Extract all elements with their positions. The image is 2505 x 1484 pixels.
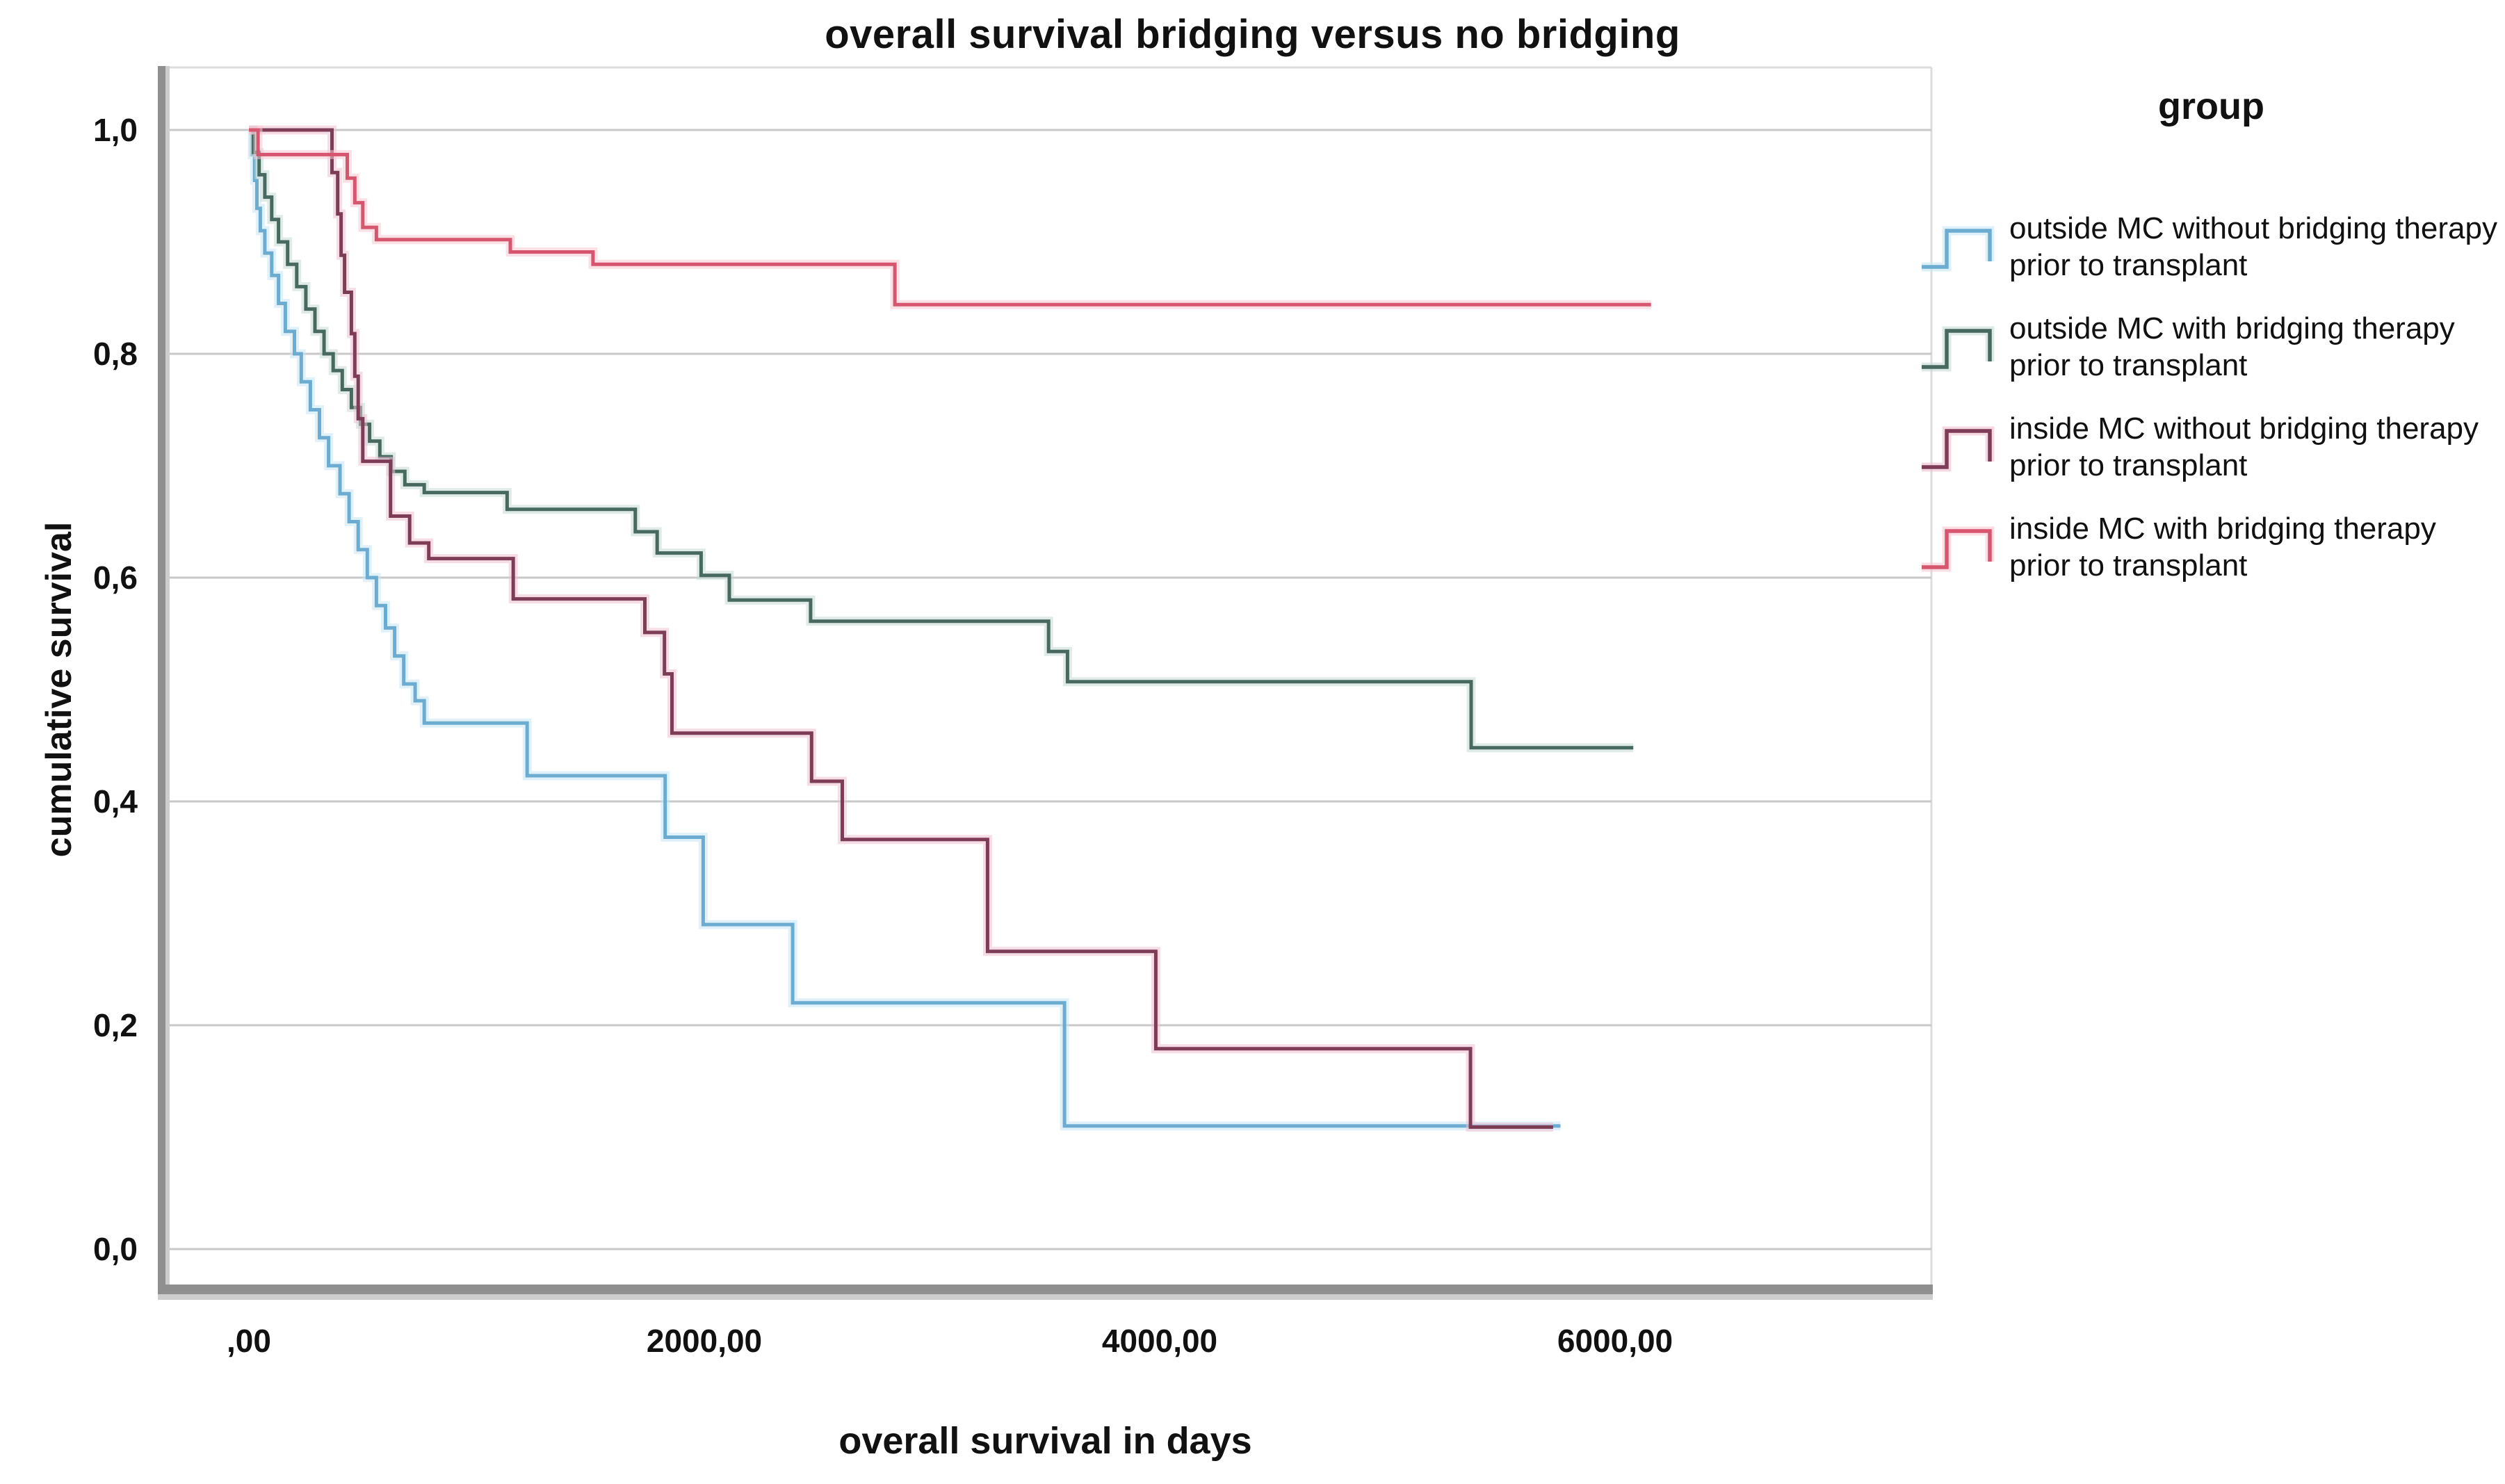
legend-swatch-icon [1922, 326, 1995, 372]
curve-halo-outside-mc-with-bridging [249, 125, 1634, 753]
curve-halo-inside-mc-with-bridging [249, 125, 1651, 309]
x-axis-title: overall survival in days [838, 1420, 1252, 1462]
x-axis-line [158, 1285, 1933, 1294]
curve-outside-mc-with-bridging [249, 125, 1634, 753]
curve-halo-inside-mc-without-bridging [249, 125, 1553, 1132]
y-tick-label-1: 0,8 [93, 336, 138, 372]
legend-item-label: inside MC without bridging therapy prior… [2009, 411, 2479, 482]
chart-title: overall survival bridging versus no brid… [825, 12, 1680, 57]
x-axis-line-bevel [158, 1294, 1933, 1300]
legend-item-outside-mc-without-bridging: outside MC without bridging therapy prio… [1918, 210, 2505, 284]
legend-items: outside MC without bridging therapy prio… [1918, 210, 2505, 584]
curve-line-inside-mc-without-bridging [249, 128, 1553, 1129]
plot-area [158, 66, 1933, 1300]
legend-swatch-icon [1922, 426, 1995, 472]
legend-item-inside-mc-without-bridging: inside MC without bridging therapy prior… [1918, 410, 2505, 484]
y-axis-line-bevel [165, 66, 170, 1295]
legend-item-label: outside MC with bridging therapy prior t… [2009, 311, 2455, 382]
curve-outside-mc-without-bridging [248, 125, 1561, 1131]
legend-item-inside-mc-with-bridging: inside MC with bridging therapy prior to… [1918, 510, 2505, 584]
y-tick-label-0: 1,0 [93, 112, 138, 148]
x-tick-label-0: ,00 [227, 1323, 271, 1359]
y-axis-title: cumulative survival [39, 521, 79, 858]
curve-halo-outside-mc-without-bridging [248, 125, 1561, 1131]
curve-line-outside-mc-with-bridging [249, 128, 1634, 750]
x-tick-label-3: 6000,00 [1557, 1323, 1673, 1359]
legend-title: group [2158, 85, 2264, 127]
legend-swatch-icon [1922, 526, 1995, 572]
x-tick-label-1: 2000,00 [646, 1323, 763, 1359]
legend-item-outside-mc-with-bridging: outside MC with bridging therapy prior t… [1918, 310, 2505, 384]
y-tick-label-4: 0,2 [93, 1007, 138, 1043]
legend: group outside MC without bridging therap… [1918, 85, 2505, 610]
legend-swatch-icon [1922, 226, 1995, 272]
legend-item-label: outside MC without bridging therapy prio… [2009, 211, 2497, 282]
curve-line-outside-mc-without-bridging [249, 128, 1561, 1128]
x-tick-label-2: 4000,00 [1101, 1323, 1218, 1359]
legend-item-label: inside MC with bridging therapy prior to… [2009, 512, 2436, 582]
y-tick-label-5: 0,0 [93, 1231, 138, 1267]
y-tick-label-2: 0,6 [93, 560, 138, 596]
curve-inside-mc-without-bridging [249, 125, 1553, 1132]
curve-inside-mc-with-bridging [249, 125, 1651, 309]
y-tick-label-3: 0,4 [93, 783, 138, 820]
curve-line-inside-mc-with-bridging [249, 128, 1651, 307]
y-axis-line [158, 66, 165, 1295]
